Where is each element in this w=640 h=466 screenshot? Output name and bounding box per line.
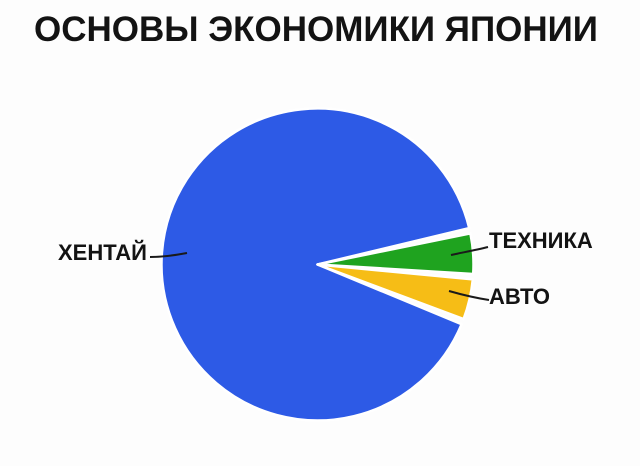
slice-label-tehnika: ТЕХНИКА [489, 228, 593, 253]
pie-slice-hentai [160, 107, 471, 422]
leader-line-tehnika [450, 246, 489, 256]
slice-label-avto: АВТО [489, 284, 550, 309]
leader-line-avto [448, 290, 490, 301]
pie-slice-avto [316, 263, 475, 321]
page-title: ОСНОВЫ ЭКОНОМИКИ ЯПОНИИ [34, 10, 598, 49]
leader-line-hentai [149, 252, 188, 258]
pie-slice-tehnika [316, 232, 475, 276]
slice-label-hentai: ХЕНТАЙ [58, 240, 147, 265]
